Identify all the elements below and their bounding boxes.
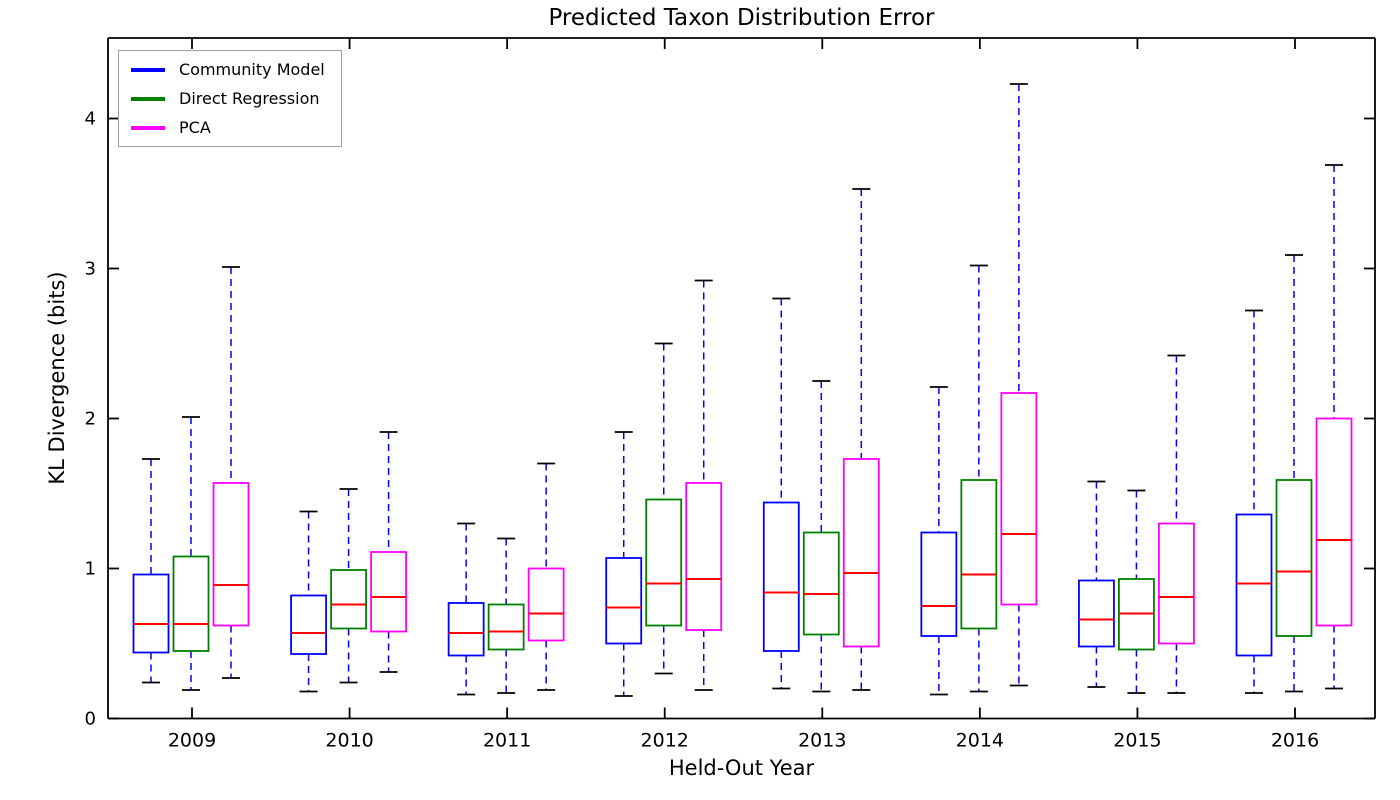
legend-label: Direct Regression <box>179 89 320 108</box>
x-tick-label: 2011 <box>483 730 531 752</box>
box-direct-regression <box>1275 479 1313 637</box>
legend-item: PCA <box>131 118 325 137</box>
box-community-model <box>290 594 327 655</box>
x-tick-label: 2009 <box>168 730 216 752</box>
legend-item: Direct Regression <box>131 89 325 108</box>
box-direct-regression <box>802 531 840 636</box>
y-tick-label: 1 <box>85 559 96 580</box>
box-pca <box>370 551 407 633</box>
y-tick-label: 0 <box>85 709 96 730</box>
x-tick-label: 2015 <box>1113 730 1161 752</box>
legend-line-swatch <box>131 96 165 101</box>
box-pca <box>527 567 565 642</box>
box-pca <box>1000 392 1038 606</box>
box-direct-regression <box>172 555 210 652</box>
box-direct-regression <box>330 569 367 630</box>
box-pca <box>1315 417 1353 627</box>
legend-label: PCA <box>179 118 211 137</box>
legend: Community Model Direct Regression PCA <box>118 50 342 147</box>
box-community-model <box>605 557 643 645</box>
y-tick-label: 2 <box>85 409 96 430</box>
box-community-model <box>1235 513 1273 657</box>
legend-line-swatch <box>131 125 165 130</box>
box-direct-regression <box>960 479 998 630</box>
legend-line-swatch <box>131 67 165 72</box>
y-tick-label: 3 <box>85 259 96 280</box>
box-community-model <box>132 573 170 654</box>
box-community-model <box>920 531 958 637</box>
x-axis-label: Held-Out Year <box>668 756 815 780</box>
chart-title: Predicted Taxon Distribution Error <box>548 5 935 31</box>
x-tick-label: 2014 <box>956 730 1004 752</box>
x-tick-label: 2013 <box>798 730 846 752</box>
y-tick-label: 4 <box>85 109 96 130</box>
x-tick-label: 2016 <box>1271 730 1319 752</box>
box-community-model <box>447 602 485 657</box>
box-pca <box>842 458 880 648</box>
box-community-model <box>762 501 800 652</box>
box-pca <box>212 482 250 627</box>
box-direct-regression <box>645 498 683 627</box>
box-direct-regression <box>487 603 525 651</box>
box-pca <box>685 482 723 631</box>
x-tick-label: 2010 <box>325 730 373 752</box>
x-tick-label: 2012 <box>641 730 689 752</box>
box-pca <box>1158 522 1195 645</box>
legend-item: Community Model <box>131 60 325 79</box>
legend-label: Community Model <box>179 60 325 79</box>
box-community-model <box>1078 579 1115 648</box>
